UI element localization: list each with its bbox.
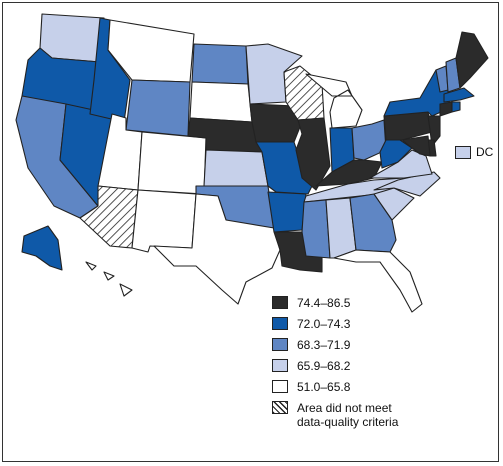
state-michigan	[305, 73, 363, 129]
legend-label: 74.4–86.5	[297, 296, 351, 310]
legend-swatch	[272, 317, 288, 330]
state-pennsylvania	[383, 111, 433, 141]
dc-swatch	[455, 145, 471, 159]
state-maryland	[401, 135, 431, 157]
state-new-jersey	[427, 115, 441, 147]
legend: 74.4–86.5 72.0–74.3 68.3–71.9 65.9–68.2 …	[272, 296, 487, 437]
legend-swatch	[272, 296, 288, 309]
legend-label: 72.0–74.3	[297, 317, 351, 331]
state-hawaii	[85, 261, 133, 297]
legend-item: 68.3–71.9	[272, 338, 487, 359]
state-south-carolina	[373, 187, 415, 221]
legend-swatch-hatched	[272, 401, 288, 414]
legend-item: Area did not meet data-quality criteria	[272, 401, 487, 437]
legend-item: 74.4–86.5	[272, 296, 487, 317]
state-alaska	[21, 225, 63, 271]
dc-label: DC	[476, 145, 494, 159]
state-massachusetts	[443, 87, 475, 103]
state-mississippi	[301, 199, 331, 259]
state-arkansas	[267, 191, 307, 233]
legend-label: 68.3–71.9	[297, 338, 351, 352]
legend-label: 51.0–65.8	[297, 380, 351, 394]
state-south-dakota	[189, 81, 253, 123]
legend-item: 72.0–74.3	[272, 317, 487, 338]
state-wyoming	[125, 79, 191, 137]
state-maine	[455, 31, 489, 89]
dc-inset: DC	[455, 145, 493, 159]
legend-item: 65.9–68.2	[272, 359, 487, 380]
state-connecticut	[439, 101, 453, 117]
legend-swatch	[272, 359, 288, 372]
state-colorado	[137, 131, 207, 195]
legend-swatch	[272, 380, 288, 393]
state-illinois	[295, 117, 331, 191]
state-new-mexico	[131, 189, 197, 253]
state-rhode-island	[451, 101, 461, 113]
state-texas	[153, 193, 281, 305]
state-florida	[333, 249, 423, 313]
legend-item: 51.0–65.8	[272, 380, 487, 401]
state-kansas	[203, 149, 269, 187]
state-north-carolina	[373, 171, 441, 197]
state-washington	[39, 13, 105, 63]
legend-swatch	[272, 338, 288, 351]
state-north-dakota	[191, 43, 249, 85]
legend-label: 65.9–68.2	[297, 359, 351, 373]
legend-label: Area did not meet data-quality criteria	[297, 401, 399, 429]
